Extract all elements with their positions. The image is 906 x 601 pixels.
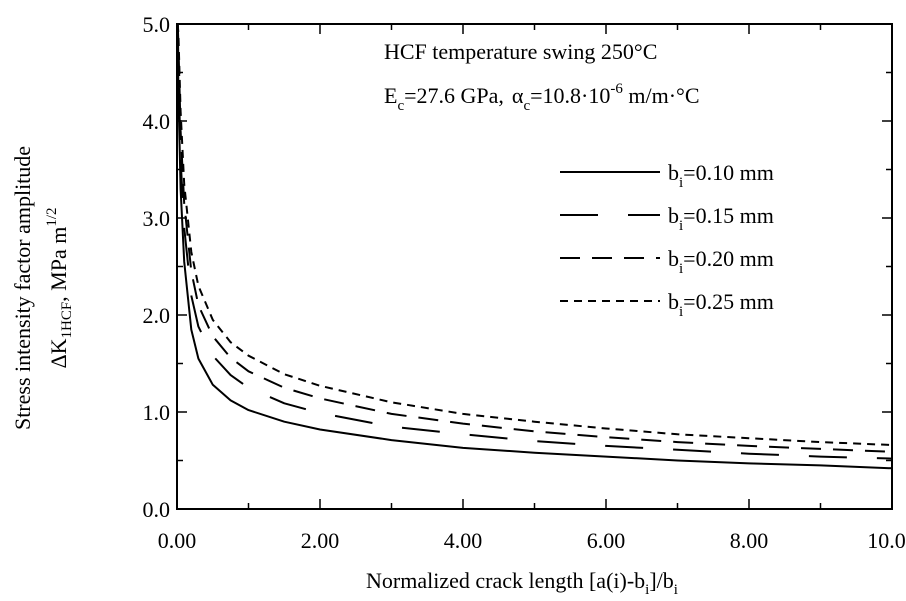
x-tick-label: 0.00 xyxy=(158,528,197,553)
series-layer xyxy=(177,24,892,470)
legend-label: bi=0.10 mm xyxy=(668,160,774,191)
x-tick-label: 2.00 xyxy=(301,528,340,553)
series-line-4 xyxy=(177,24,892,446)
x-axis-title: Normalized crack length [a(i)-bi]/bi xyxy=(366,568,678,598)
annotation-title: HCF temperature swing 250°C xyxy=(384,39,657,64)
y-tick-label: 2.0 xyxy=(143,303,171,328)
y-tick-label: 5.0 xyxy=(143,12,171,37)
x-tick-label: 8.00 xyxy=(730,528,769,553)
y-tick-label: 3.0 xyxy=(143,206,171,231)
series-line-1 xyxy=(177,28,892,470)
y-tick-label: 4.0 xyxy=(143,109,171,134)
x-tick-label: 4.00 xyxy=(444,528,483,553)
tick-layer xyxy=(176,23,893,510)
y-tick-label: 1.0 xyxy=(143,400,171,425)
series-line-2 xyxy=(177,24,892,460)
y-axis-title-line1: Stress intensity factor amplitude xyxy=(10,146,35,430)
legend: bi=0.10 mm bi=0.15 mm bi=0.20 mm bi=0.25… xyxy=(560,160,774,320)
legend-label: bi=0.25 mm xyxy=(668,289,774,320)
y-axis-title-line2: ΔK1HCF, MPa m1/2 xyxy=(44,207,75,368)
x-tick-label: 6.00 xyxy=(587,528,626,553)
y-tick-label: 0.0 xyxy=(143,497,171,522)
series-line-3 xyxy=(177,24,892,453)
legend-label: bi=0.15 mm xyxy=(668,203,774,234)
legend-label: bi=0.20 mm xyxy=(668,246,774,277)
x-tick-label: 10.00 xyxy=(867,528,906,553)
annotation-material-properties: Ec=27.6 GPa, αc=10.8·10-6 m/m·°C xyxy=(384,81,700,114)
